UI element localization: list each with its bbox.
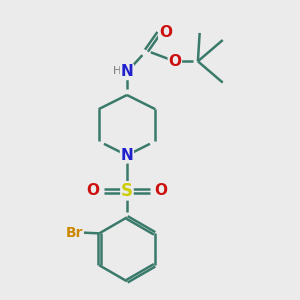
- Text: O: O: [154, 183, 167, 198]
- Text: H: H: [113, 66, 121, 76]
- Text: S: S: [121, 182, 133, 200]
- Text: O: O: [159, 25, 172, 40]
- Text: O: O: [87, 183, 100, 198]
- Text: O: O: [168, 54, 181, 69]
- Text: Br: Br: [66, 226, 83, 240]
- Text: N: N: [121, 64, 133, 80]
- Text: N: N: [121, 148, 133, 163]
